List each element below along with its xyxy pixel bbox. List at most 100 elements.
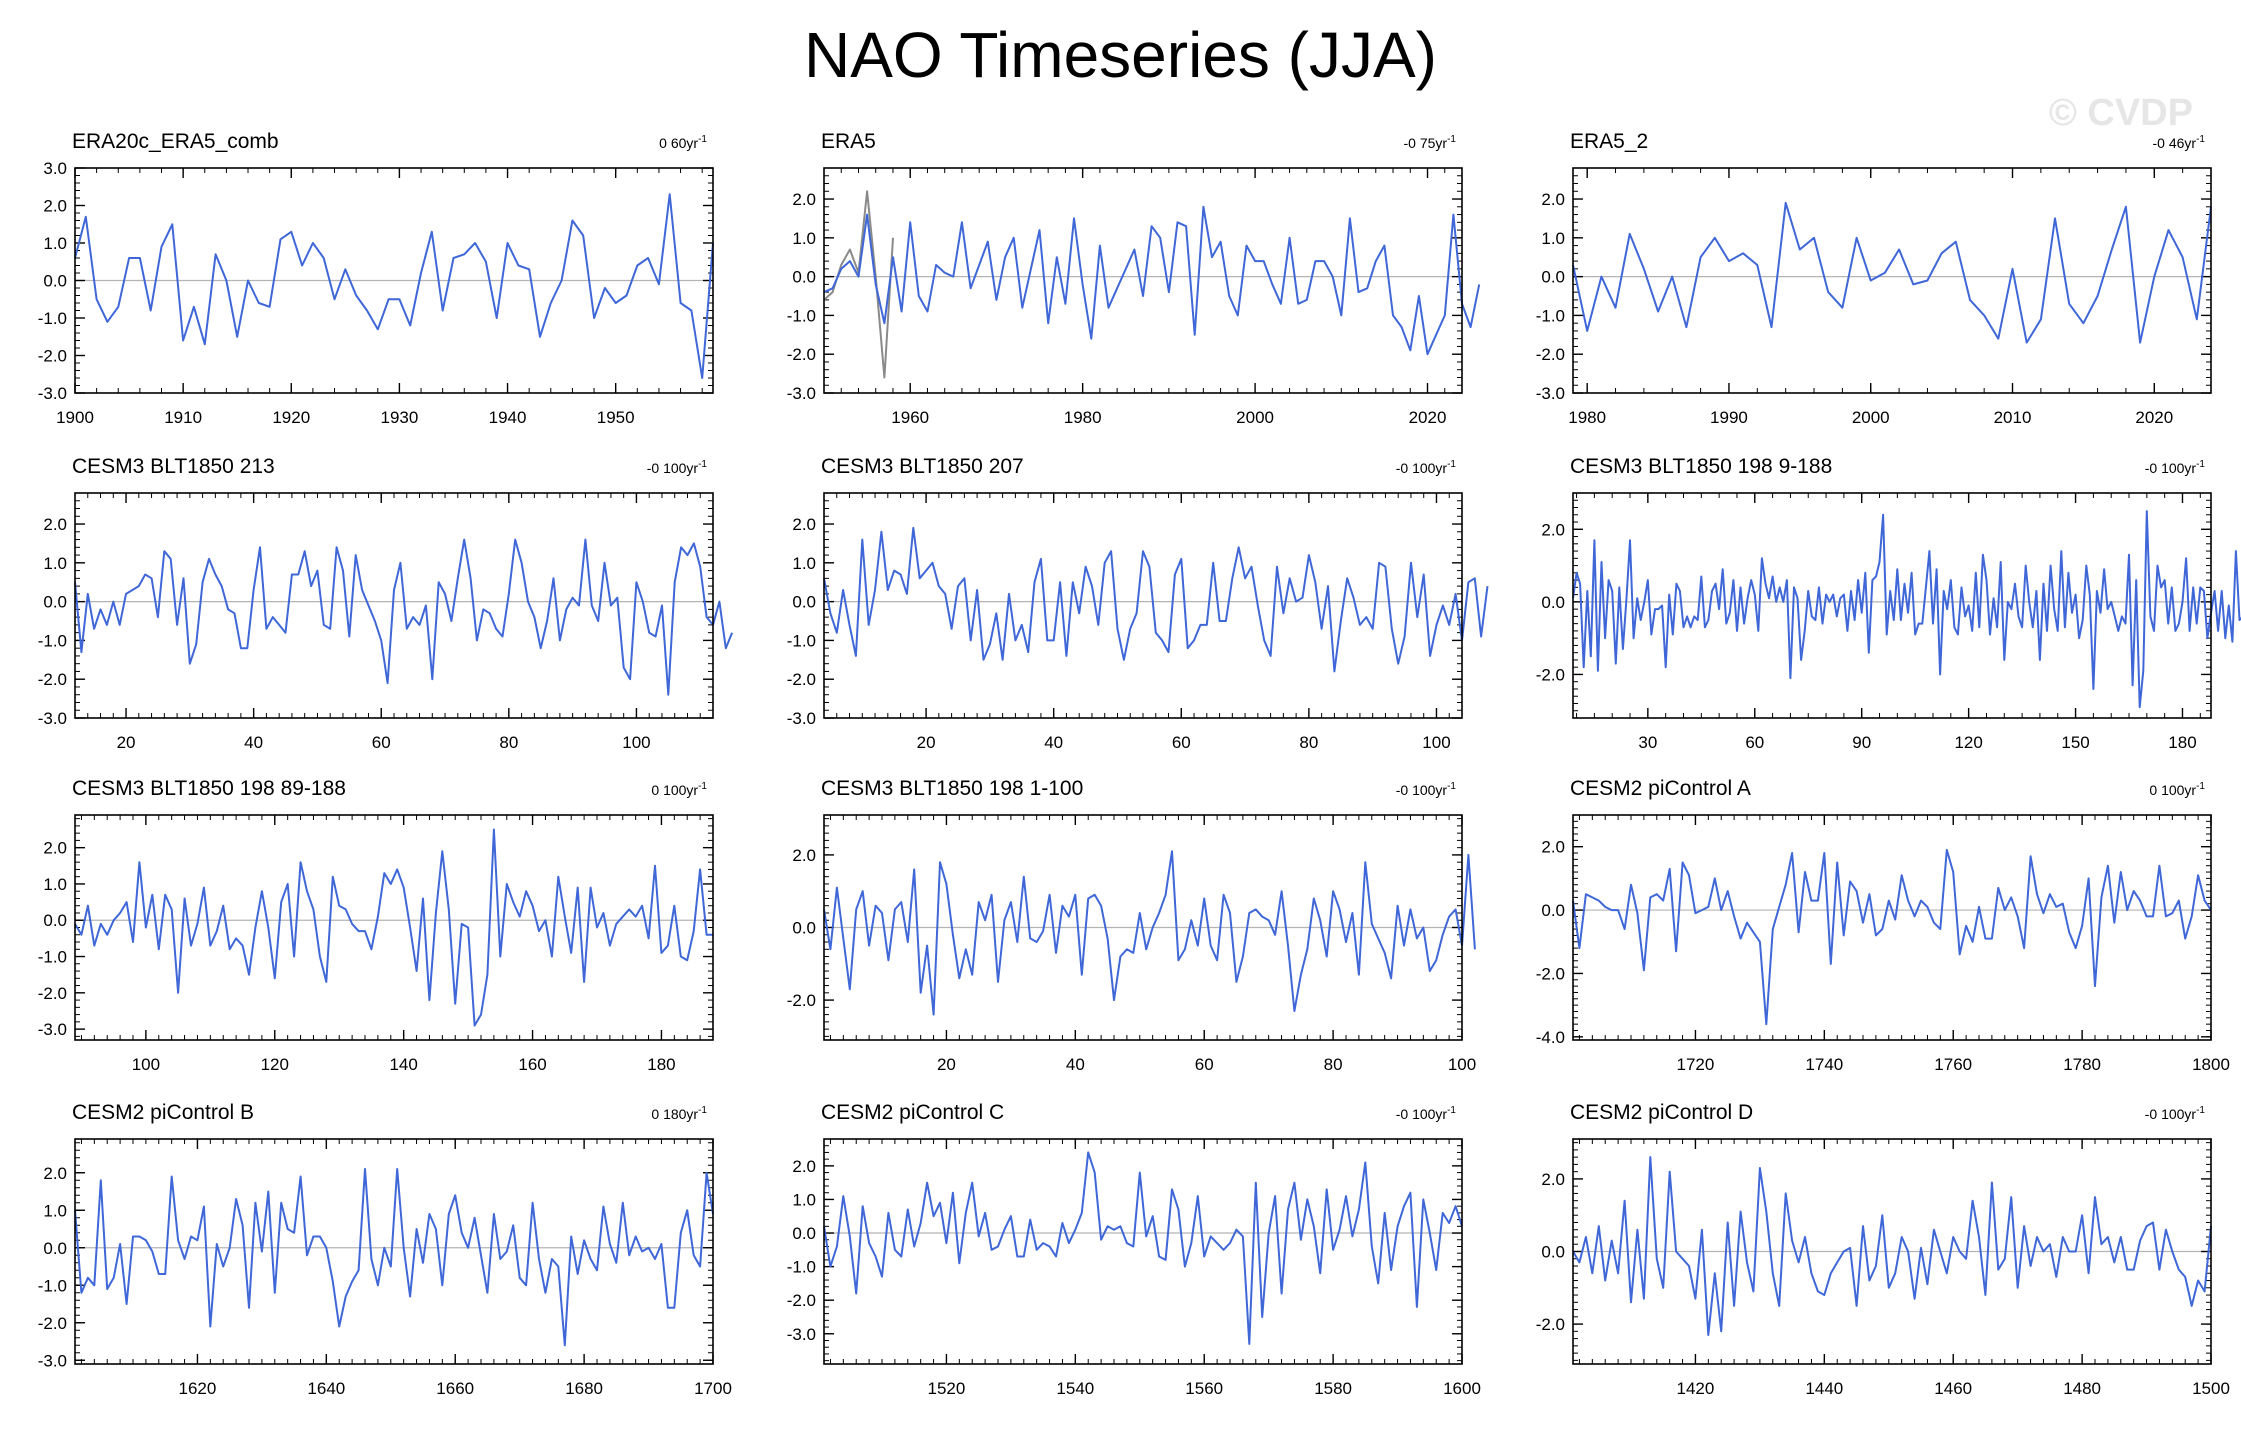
y-tick-label: -3.0 <box>1536 384 1565 403</box>
x-tick-label: 20 <box>117 733 136 752</box>
x-tick-label: 1940 <box>489 408 527 427</box>
chart-panel-9: CESM2 piControl B 0 180yr-1 -3.0 -2.0 -1.0 0.… <box>38 1101 732 1398</box>
panel-title: CESM3 BLT1850 198 1-100 <box>821 777 1083 800</box>
trend-label: -0 100yr-1 <box>2145 459 2206 476</box>
y-tick-label: -2.0 <box>787 670 816 689</box>
trend-value: -0 100yr <box>2145 1106 2197 1122</box>
chart-panel-5: CESM3 BLT1850 198 9-188 -0 100yr-1 -2.0 0.0… <box>1536 455 2241 752</box>
y-tick-label: -4.0 <box>1536 1028 1565 1047</box>
y-tick-label: 0.0 <box>792 1224 816 1243</box>
series-line-0 <box>823 526 1489 673</box>
y-tick-label: -3.0 <box>787 709 816 728</box>
trend-label: -0 75yr-1 <box>1404 134 1457 151</box>
trend-exponent: -1 <box>2196 134 2205 145</box>
plot-frame <box>1572 814 2212 1041</box>
y-tick-label: 1.0 <box>43 234 67 253</box>
x-tick-label: 180 <box>2168 733 2196 752</box>
x-tick-label: 140 <box>389 1055 417 1074</box>
trend-value: 0 180yr <box>651 1106 698 1122</box>
x-tick-label: 20 <box>937 1055 956 1074</box>
plot-frame <box>74 814 714 1041</box>
y-tick-label: -3.0 <box>38 1351 67 1370</box>
trend-label: -0 100yr-1 <box>1396 781 1457 798</box>
y-tick-label: -2.0 <box>787 345 816 364</box>
plot-frame <box>74 1138 714 1365</box>
x-tick-label: 120 <box>1954 733 1982 752</box>
x-tick-label: 1440 <box>1805 1379 1843 1398</box>
y-tick-label: -2.0 <box>1536 964 1565 983</box>
x-tick-label: 1910 <box>164 408 202 427</box>
y-tick-label: -1.0 <box>38 631 67 650</box>
trend-label: -0 100yr-1 <box>1396 1105 1457 1122</box>
chart-panel-6: CESM3 BLT1850 198 89-188 0 100yr-1 -3.0 -2.… <box>38 777 714 1074</box>
y-tick-label: -2.0 <box>787 1291 816 1310</box>
y-tick-label: 2.0 <box>1541 1170 1565 1189</box>
plot-frame <box>1572 492 2212 719</box>
series-line-0 <box>1572 1156 2212 1336</box>
plot-frame <box>823 167 1463 394</box>
y-tick-label: -1.0 <box>787 1258 816 1277</box>
x-tick-label: 1960 <box>891 408 929 427</box>
x-tick-label: 1540 <box>1056 1379 1094 1398</box>
trend-exponent: -1 <box>698 459 707 470</box>
y-tick-label: -2.0 <box>1536 665 1565 684</box>
y-tick-label: 0.0 <box>792 268 816 287</box>
watermark: © CVDP <box>2048 92 2193 134</box>
y-tick-label: 2.0 <box>792 846 816 865</box>
y-tick-label: -2.0 <box>38 984 67 1003</box>
series-line-0 <box>823 850 1476 1016</box>
y-tick-label: -3.0 <box>787 1325 816 1344</box>
plot-frame <box>74 492 714 719</box>
y-tick-label: 2.0 <box>43 1164 67 1183</box>
y-tick-label: 1.0 <box>792 554 816 573</box>
y-tick-label: 0.0 <box>792 919 816 938</box>
y-tick-label: -1.0 <box>38 309 67 328</box>
x-tick-label: 2000 <box>1852 408 1890 427</box>
y-tick-label: 2.0 <box>43 839 67 858</box>
panel-title: CESM3 BLT1850 213 <box>72 455 275 478</box>
trend-exponent: -1 <box>2196 459 2205 470</box>
y-tick-label: -2.0 <box>1536 1315 1565 1334</box>
y-tick-label: -2.0 <box>38 670 67 689</box>
panel-title: CESM2 piControl C <box>821 1101 1004 1124</box>
trend-value: 0 60yr <box>659 135 698 151</box>
x-tick-label: 100 <box>1422 733 1450 752</box>
panel-title: CESM3 BLT1850 207 <box>821 455 1024 478</box>
panel-title: ERA20c_ERA5_comb <box>72 130 279 153</box>
trend-exponent: -1 <box>1447 1105 1456 1116</box>
plot-frame <box>823 814 1463 1041</box>
page-title: NAO Timeseries (JJA) <box>804 19 1437 91</box>
trend-label: 0 180yr-1 <box>651 1105 707 1122</box>
x-tick-label: 40 <box>244 733 263 752</box>
panel-title: CESM3 BLT1850 198 9-188 <box>1570 455 1832 478</box>
y-tick-label: -3.0 <box>38 1020 67 1039</box>
y-tick-label: -3.0 <box>38 709 67 728</box>
trend-exponent: -1 <box>698 134 707 145</box>
trend-label: -0 100yr-1 <box>2145 1105 2206 1122</box>
x-tick-label: 80 <box>1324 1055 1343 1074</box>
series-line-0 <box>74 193 714 379</box>
y-tick-label: -2.0 <box>787 991 816 1010</box>
y-tick-label: 1.0 <box>1541 229 1565 248</box>
trend-exponent: -1 <box>1447 459 1456 470</box>
trend-exponent: -1 <box>2196 781 2205 792</box>
x-tick-label: 60 <box>1195 1055 1214 1074</box>
trend-value: -0 100yr <box>2145 460 2197 476</box>
x-tick-label: 60 <box>372 733 391 752</box>
trend-value: -0 100yr <box>647 460 699 476</box>
x-tick-label: 1600 <box>1443 1379 1481 1398</box>
y-tick-label: -1.0 <box>787 631 816 650</box>
trend-exponent: -1 <box>698 1105 707 1116</box>
y-tick-label: 0.0 <box>43 272 67 291</box>
x-tick-label: 180 <box>647 1055 675 1074</box>
y-tick-label: -3.0 <box>787 384 816 403</box>
trend-exponent: -1 <box>1447 781 1456 792</box>
y-tick-label: 0.0 <box>43 911 67 930</box>
trend-value: -0 100yr <box>1396 782 1448 798</box>
x-tick-label: 1990 <box>1710 408 1748 427</box>
y-tick-label: 1.0 <box>792 1190 816 1209</box>
y-tick-label: 2.0 <box>792 190 816 209</box>
y-tick-label: 2.0 <box>1541 190 1565 209</box>
trend-value: -0 100yr <box>1396 1106 1448 1122</box>
